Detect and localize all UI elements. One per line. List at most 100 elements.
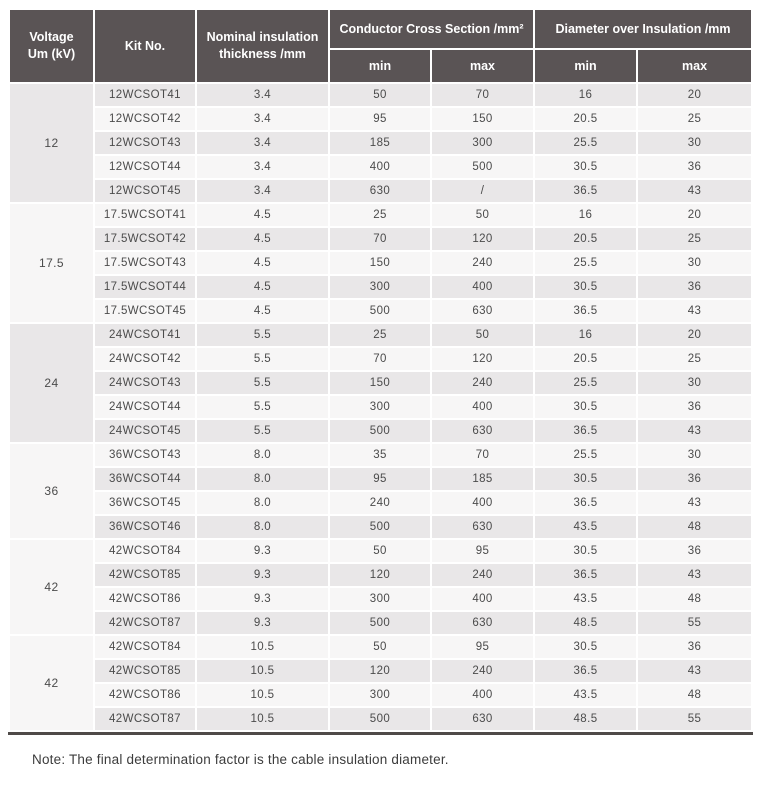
cell-kit: 36WCSOT44 (95, 468, 195, 490)
cell-ccs-min: 50 (330, 540, 430, 562)
cell-ccs-max: 400 (432, 492, 534, 514)
header-doi-min: min (535, 50, 637, 82)
header-ccs-max: max (432, 50, 534, 82)
header-row-minmax: min max min max (10, 50, 752, 82)
cell-thickness: 5.5 (197, 324, 328, 346)
header-ccs-min: min (330, 50, 430, 82)
cell-ccs-min: 300 (330, 684, 430, 706)
cell-ccs-min: 185 (330, 132, 430, 154)
cell-thickness: 4.5 (197, 204, 328, 226)
table-row: 42WCSOT85 10.5 120 240 36.5 43 (10, 660, 752, 682)
cell-ccs-max: 70 (432, 84, 534, 106)
cell-thickness: 3.4 (197, 84, 328, 106)
cell-ccs-max: 400 (432, 588, 534, 610)
cell-ccs-min: 300 (330, 276, 430, 298)
cell-doi-min: 30.5 (535, 156, 637, 178)
cell-thickness: 9.3 (197, 612, 328, 634)
cell-ccs-max: 400 (432, 276, 534, 298)
cell-thickness: 5.5 (197, 348, 328, 370)
table-row: 36WCSOT46 8.0 500 630 43.5 48 (10, 516, 752, 538)
cell-ccs-max: 630 (432, 420, 534, 442)
header-diameter-over-insulation: Diameter over Insulation /mm (535, 10, 752, 48)
cell-doi-max: 48 (638, 516, 752, 538)
cell-kit: 36WCSOT43 (95, 444, 195, 466)
cell-doi-min: 20.5 (535, 108, 637, 130)
cell-thickness: 8.0 (197, 516, 328, 538)
cell-doi-min: 30.5 (535, 396, 637, 418)
cell-ccs-max: 185 (432, 468, 534, 490)
cell-doi-max: 25 (638, 108, 752, 130)
cell-doi-min: 36.5 (535, 492, 637, 514)
cell-doi-max: 30 (638, 444, 752, 466)
table-row: 17.5 17.5WCSOT41 4.5 25 50 16 20 (10, 204, 752, 322)
cell-thickness: 10.5 (197, 660, 328, 682)
voltage-group-cell: 12 (10, 84, 93, 202)
cell-ccs-min: 300 (330, 588, 430, 610)
cell-kit: 12WCSOT44 (95, 156, 195, 178)
cell-doi-min: 25.5 (535, 252, 637, 274)
cell-ccs-max: 400 (432, 684, 534, 706)
header-kit-no: Kit No. (95, 10, 195, 82)
table-row: 24WCSOT44 5.5 300 400 30.5 36 (10, 396, 752, 418)
cell-kit: 42WCSOT85 (95, 660, 195, 682)
cell-thickness: 5.5 (197, 372, 328, 394)
cell-ccs-max: 630 (432, 516, 534, 538)
cell-kit: 24WCSOT44 (95, 396, 195, 418)
cable-kit-spec-table: Voltage Um (kV) Kit No. Nominal insulati… (8, 8, 754, 735)
cell-doi-max: 25 (638, 228, 752, 250)
cell-ccs-min: 95 (330, 108, 430, 130)
cell-kit: 42WCSOT87 (95, 708, 195, 730)
cell-ccs-max: 120 (432, 348, 534, 370)
cell-thickness: 4.5 (197, 276, 328, 298)
table-row: 12 12WCSOT41 3.4 50 70 16 20 (10, 84, 752, 202)
table-row: 42WCSOT86 10.5 300 400 43.5 48 (10, 684, 752, 706)
cell-doi-min: 43.5 (535, 588, 637, 610)
cell-doi-max: 20 (638, 204, 752, 226)
cell-ccs-max: 400 (432, 396, 534, 418)
table-row: 12WCSOT45 3.4 630/36.5 43 (10, 180, 752, 202)
table-row: 36WCSOT44 8.0 95 185 30.5 36 (10, 468, 752, 490)
cell-thickness: 9.3 (197, 564, 328, 586)
cell-thickness: 10.5 (197, 684, 328, 706)
cell-ccs-max: 240 (432, 372, 534, 394)
table-row: 24WCSOT43 5.5 150 240 25.5 30 (10, 372, 752, 394)
cell-doi-max: 25 (638, 348, 752, 370)
cell-ccs-min: 70 (330, 348, 430, 370)
cell-ccs-min: 630 (330, 180, 430, 202)
cell-ccs-min: 95 (330, 468, 430, 490)
cell-kit: 12WCSOT43 (95, 132, 195, 154)
voltage-group-cell: 17.5 (10, 204, 93, 322)
cell-kit: 24WCSOT45 (95, 420, 195, 442)
cell-doi-min: 43.5 (535, 684, 637, 706)
cell-doi-min: 30.5 (535, 468, 637, 490)
page: Voltage Um (kV) Kit No. Nominal insulati… (0, 8, 763, 791)
cell-thickness: 3.4 (197, 156, 328, 178)
cell-ccs-min: 50 (330, 84, 430, 106)
cell-ccs-max: 240 (432, 660, 534, 682)
cell-ccs-max: / (432, 180, 534, 202)
cell-kit: 42WCSOT86 (95, 588, 195, 610)
cell-doi-max: 43 (638, 564, 752, 586)
cell-kit: 36WCSOT45 (95, 492, 195, 514)
cell-kit: 17.5WCSOT44 (95, 276, 195, 298)
cell-doi-max: 30 (638, 132, 752, 154)
cell-thickness: 10.5 (197, 708, 328, 730)
header-doi-max: max (638, 50, 752, 82)
cell-thickness: 10.5 (197, 636, 328, 658)
cell-doi-min: 36.5 (535, 564, 637, 586)
cell-ccs-max: 120 (432, 228, 534, 250)
cell-ccs-max: 300 (432, 132, 534, 154)
cell-ccs-min: 120 (330, 564, 430, 586)
cell-doi-max: 43 (638, 420, 752, 442)
cell-ccs-min: 50 (330, 636, 430, 658)
cell-doi-min: 20.5 (535, 348, 637, 370)
table-row: 24WCSOT42 5.5 70 120 20.5 25 (10, 348, 752, 370)
cell-thickness: 3.4 (197, 132, 328, 154)
table-body: 12 12WCSOT41 3.4 50 70 16 20 12WCSOT42 3.4 95 150 2… (10, 84, 752, 730)
cell-ccs-min: 300 (330, 396, 430, 418)
cell-ccs-min: 150 (330, 252, 430, 274)
cell-kit: 36WCSOT46 (95, 516, 195, 538)
table-row: 42WCSOT87 10.5 500 630 48.5 55 (10, 708, 752, 730)
cell-ccs-min: 25 (330, 204, 430, 226)
cell-kit: 17.5WCSOT45 (95, 300, 195, 322)
